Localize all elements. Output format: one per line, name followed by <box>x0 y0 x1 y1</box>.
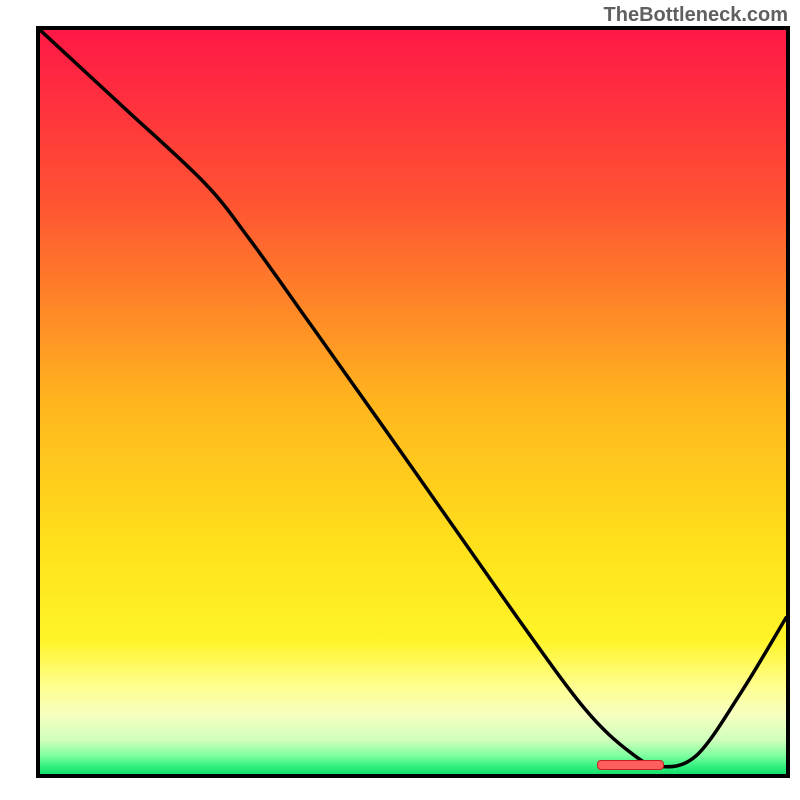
optimal-range-marker <box>597 760 665 770</box>
watermark-text: TheBottleneck.com <box>604 4 788 27</box>
chart-container: TheBottleneck.com <box>0 0 800 800</box>
gradient-background <box>40 30 786 774</box>
plot-area <box>36 26 790 778</box>
